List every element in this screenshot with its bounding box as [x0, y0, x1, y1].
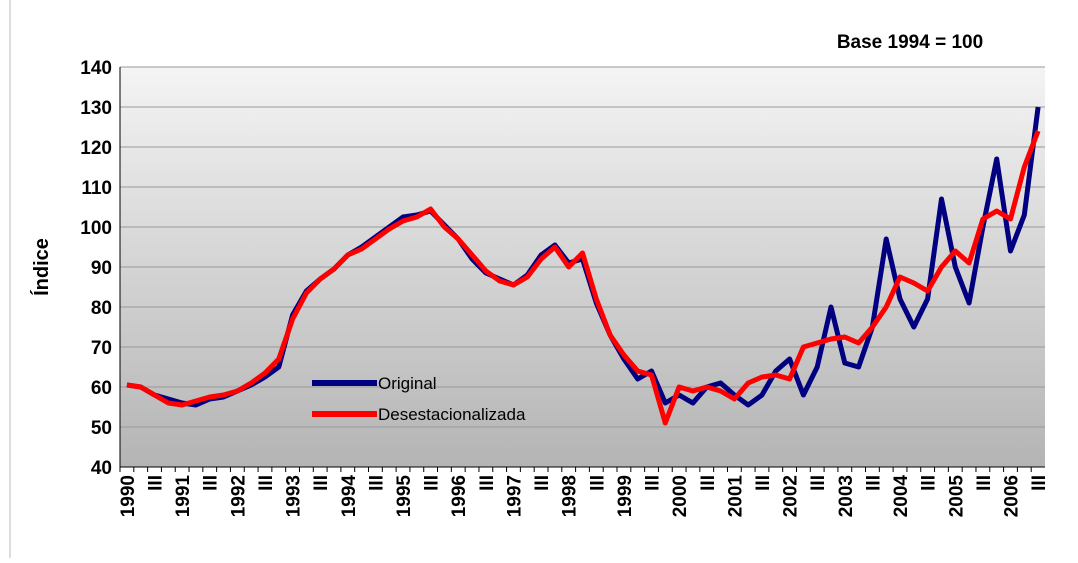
x-tick-label: III — [422, 475, 443, 491]
y-tick-label: 40 — [91, 458, 112, 479]
y-tick-label: 110 — [81, 178, 112, 199]
x-tick-label: 1991 — [173, 475, 194, 518]
x-tick-label: III — [201, 475, 222, 491]
x-tick-label: III — [366, 475, 387, 491]
x-tick-label: III — [587, 475, 608, 491]
x-tick-label: III — [863, 475, 884, 491]
y-tick-label: 50 — [91, 418, 112, 439]
x-tick-label: 2005 — [946, 475, 967, 518]
legend-label: Desestacionalizada — [378, 405, 526, 424]
series-line — [126, 130, 1041, 426]
y-tick-label: 100 — [80, 218, 112, 239]
legend-label: Original — [378, 374, 437, 393]
y-tick-label: 60 — [91, 378, 112, 399]
x-tick-label: 1994 — [339, 475, 360, 518]
x-tick-label: III — [808, 475, 829, 491]
annotation: Base 1994 = 100 — [837, 32, 983, 53]
x-tick-label: 2003 — [836, 475, 857, 517]
y-tick-label: 130 — [80, 98, 112, 119]
legend: Original Desestacionalizada — [312, 374, 526, 424]
y-axis-label: Índice — [30, 238, 53, 296]
x-tick-label: 2001 — [725, 475, 746, 518]
x-tick-label: 1999 — [615, 475, 636, 517]
y-tick-label: 90 — [91, 258, 112, 279]
y-tick-label: 120 — [80, 138, 112, 159]
x-tick-label: III — [477, 475, 498, 491]
x-tick-label: 2004 — [891, 475, 912, 518]
x-tick-label: III — [919, 475, 940, 491]
x-tick-label: 1993 — [284, 475, 305, 517]
x-tick-label: 1998 — [560, 475, 581, 517]
x-tick-label: III — [146, 475, 167, 491]
y-tick-label: 70 — [91, 338, 112, 359]
x-tick-label: 1996 — [449, 475, 470, 517]
x-tick-label: 1995 — [394, 475, 415, 518]
x-tick-label: 2002 — [781, 475, 802, 517]
x-tick-label: III — [698, 475, 719, 491]
x-tick-label: III — [974, 475, 995, 491]
x-tick-label: 2000 — [670, 475, 691, 517]
x-tick-label: III — [311, 475, 332, 491]
y-tick-label: 80 — [91, 298, 112, 319]
x-tick-label: III — [532, 475, 553, 491]
x-tick-label: 1992 — [228, 475, 249, 517]
x-tick-label: 1990 — [118, 475, 139, 517]
x-tick-label: 2006 — [1001, 475, 1022, 517]
x-tick-label: III — [256, 475, 277, 491]
y-tick-label: 140 — [80, 58, 112, 79]
x-tick-label: III — [753, 475, 774, 491]
x-tick-label: 1997 — [504, 475, 525, 517]
x-tick-label: III — [1029, 475, 1050, 491]
x-tick-label: III — [643, 475, 664, 491]
